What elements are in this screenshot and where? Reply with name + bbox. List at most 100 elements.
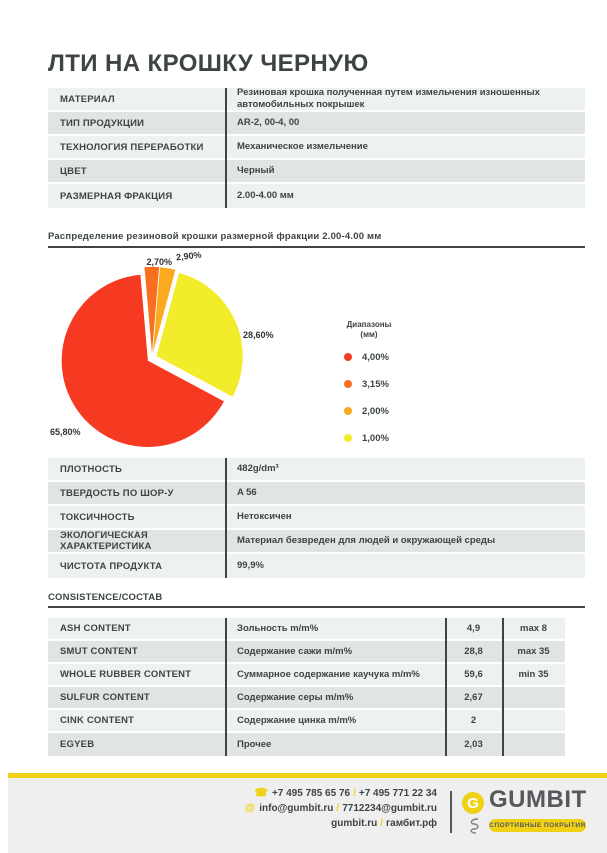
legend-label: 2,00% xyxy=(362,405,389,417)
table-row: ЦВЕТ Черный xyxy=(48,160,585,184)
table-row: МАТЕРИАЛ Резиновая крошка полученная путе… xyxy=(48,87,585,112)
row-measured-value: 28,8 xyxy=(464,646,483,657)
composition-heading-rule xyxy=(48,606,585,608)
row-limit: max 8 xyxy=(520,623,547,634)
legend-item: 3,15% xyxy=(336,379,402,390)
row-label: ТВЕРДОСТЬ ПО ШОР-У xyxy=(60,487,174,499)
legend-label: 4,00% xyxy=(362,351,389,363)
table-row: SMUT CONTENT Содержание сажи m/m% 28,8 max … xyxy=(48,641,565,664)
pie-slice-2-00 xyxy=(152,267,176,354)
row-label: SMUT CONTENT xyxy=(60,646,138,657)
legend-item: 4,00% xyxy=(336,351,402,363)
row-description: Содержание цинка m/m% xyxy=(237,715,357,726)
table-row: ТЕХНОЛОГИЯ ПЕРЕРАБОТКИ Механическое измел… xyxy=(48,136,585,160)
phone-number-2: +7 495 771 22 34 xyxy=(358,788,437,799)
separator-slash: / xyxy=(380,818,384,829)
gumbit-logo-text: GUMBIT xyxy=(489,786,587,813)
row-value: Черный xyxy=(237,165,275,176)
fraction-pie-chart xyxy=(61,266,243,447)
at-icon: @ xyxy=(244,802,256,814)
contact-block: ☎ +7 495 785 65 76/+7 495 771 22 34 @ info… xyxy=(245,786,438,831)
email-1: info@gumbit.ru xyxy=(259,803,334,814)
row-description: Содержание сажи m/m% xyxy=(237,646,353,657)
row-value: Материал безвреден для людей и окружающе… xyxy=(237,535,496,546)
row-limit: min 35 xyxy=(518,669,549,680)
page-title: ЛТИ НА КРОШКУ ЧЕРНУЮ xyxy=(48,50,369,77)
row-limit xyxy=(502,687,565,708)
legend-label: 1,00% xyxy=(362,432,389,444)
pie-slice-1-00 xyxy=(156,272,243,397)
row-measured-value: 59,6 xyxy=(464,669,483,680)
row-measured-value: 2,03 xyxy=(464,739,483,750)
properties-table: ПЛОТНОСТЬ 482g/dm³ ТВЕРДОСТЬ ПО ШОР-У A 56 Т… xyxy=(48,458,585,578)
chart-heading-rule xyxy=(48,246,585,248)
pie-slice-3-15 xyxy=(144,266,160,354)
row-value: AR-2, 00-4, 00 xyxy=(237,117,300,128)
row-label: ЧИСТОТА ПРОДУКТА xyxy=(60,560,163,572)
separator-slash: / xyxy=(336,803,340,814)
table-divider-line xyxy=(225,458,227,578)
row-value: Нетоксичен xyxy=(237,511,292,522)
row-label: ASH CONTENT xyxy=(60,623,131,634)
chart-heading: Распределение резиновой крошки размерной… xyxy=(48,231,382,242)
row-description: Суммарное содержание каучука m/m% xyxy=(237,669,420,680)
spring-icon xyxy=(470,818,479,834)
table-divider-line xyxy=(445,618,447,756)
pie-label-6580: 65,80% xyxy=(50,427,81,437)
table-row: ТОКСИЧНОСТЬ Нетоксичен xyxy=(48,506,585,530)
row-label: ТЕХНОЛОГИЯ ПЕРЕРАБОТКИ xyxy=(60,141,204,153)
legend-title-line2: (мм) xyxy=(360,330,378,339)
table-row: РАЗМЕРНАЯ ФРАКЦИЯ 2.00-4.00 мм xyxy=(48,184,585,208)
row-measured-value: 2 xyxy=(470,715,477,726)
table-row: ЧИСТОТА ПРОДУКТА 99,9% xyxy=(48,554,585,578)
table-row: ТИП ПРОДУКЦИИ AR-2, 00-4, 00 xyxy=(48,112,585,136)
row-limit xyxy=(502,710,565,731)
legend-dot xyxy=(344,407,352,415)
row-limit: max 35 xyxy=(517,646,550,657)
table-divider-line xyxy=(502,618,504,756)
row-label: CINK CONTENT xyxy=(60,715,135,726)
footer-divider xyxy=(450,791,452,833)
row-label: SULFUR CONTENT xyxy=(60,692,150,703)
row-value: 2.00-4.00 мм xyxy=(237,190,294,201)
row-value: 482g/dm³ xyxy=(237,463,279,474)
table-row: EGYEB Прочее 2,03 xyxy=(48,733,565,756)
pie-label-2860: 28,60% xyxy=(243,330,274,340)
row-label: МАТЕРИАЛ xyxy=(60,93,115,105)
row-value: A 56 xyxy=(237,487,257,498)
table-row: WHOLE RUBBER CONTENT Суммарное содержание… xyxy=(48,664,565,687)
legend-item: 1,00% xyxy=(336,432,402,444)
contact-phones: ☎ +7 495 785 65 76/+7 495 771 22 34 xyxy=(245,786,437,801)
table-row: ASH CONTENT Зольность m/m% 4,9 max 8 xyxy=(48,618,565,641)
legend-items: 4,00% 3,15% 2,00% 1,00% xyxy=(336,351,402,444)
table-row: ЭКОЛОГИЧЕСКАЯ ХАРАКТЕРИСТИКА Материал без… xyxy=(48,530,585,554)
row-description: Зольность m/m% xyxy=(237,623,319,634)
row-label: WHOLE RUBBER CONTENT xyxy=(60,669,192,680)
table-row: ТВЕРДОСТЬ ПО ШОР-У A 56 xyxy=(48,482,585,506)
row-limit xyxy=(502,733,565,756)
legend-dot xyxy=(344,380,352,388)
row-label: ПЛОТНОСТЬ xyxy=(60,463,122,475)
chart-legend: Диапазоны (мм) 4,00% 3,15% 2,00% 1,00% xyxy=(336,320,402,461)
row-value: 99,9% xyxy=(237,560,264,571)
contact-emails: @ info@gumbit.ru/7712234@gumbit.ru xyxy=(245,801,438,816)
separator-slash: / xyxy=(353,788,356,799)
composition-heading: CONSISTENCE/СОСТАВ xyxy=(48,592,163,603)
legend-dot xyxy=(344,434,352,442)
table-row: CINK CONTENT Содержание цинка m/m% 2 xyxy=(48,710,565,733)
table-row: SULFUR CONTENT Содержание серы m/m% 2,67 xyxy=(48,687,565,710)
website-2: гамбит.рф xyxy=(386,818,437,829)
email-2: 7712234@gumbit.ru xyxy=(342,803,437,814)
row-value: Механическое измельчение xyxy=(237,141,368,152)
row-description: Содержание серы m/m% xyxy=(237,692,354,703)
row-value: Резиновая крошка полученная путем измель… xyxy=(237,87,540,110)
table-divider-line xyxy=(225,618,227,756)
specs-table: МАТЕРИАЛ Резиновая крошка полученная путе… xyxy=(48,87,585,208)
pie-slice-4-00 xyxy=(61,274,224,447)
gumbit-tagline-badge: СПОРТИВНЫЕ ПОКРЫТИЯ xyxy=(489,819,586,832)
table-row: ПЛОТНОСТЬ 482g/dm³ xyxy=(48,458,585,482)
table-divider-line xyxy=(225,88,227,208)
row-measured-value: 4,9 xyxy=(466,623,481,634)
phone-number-1: +7 495 785 65 76 xyxy=(271,788,351,799)
